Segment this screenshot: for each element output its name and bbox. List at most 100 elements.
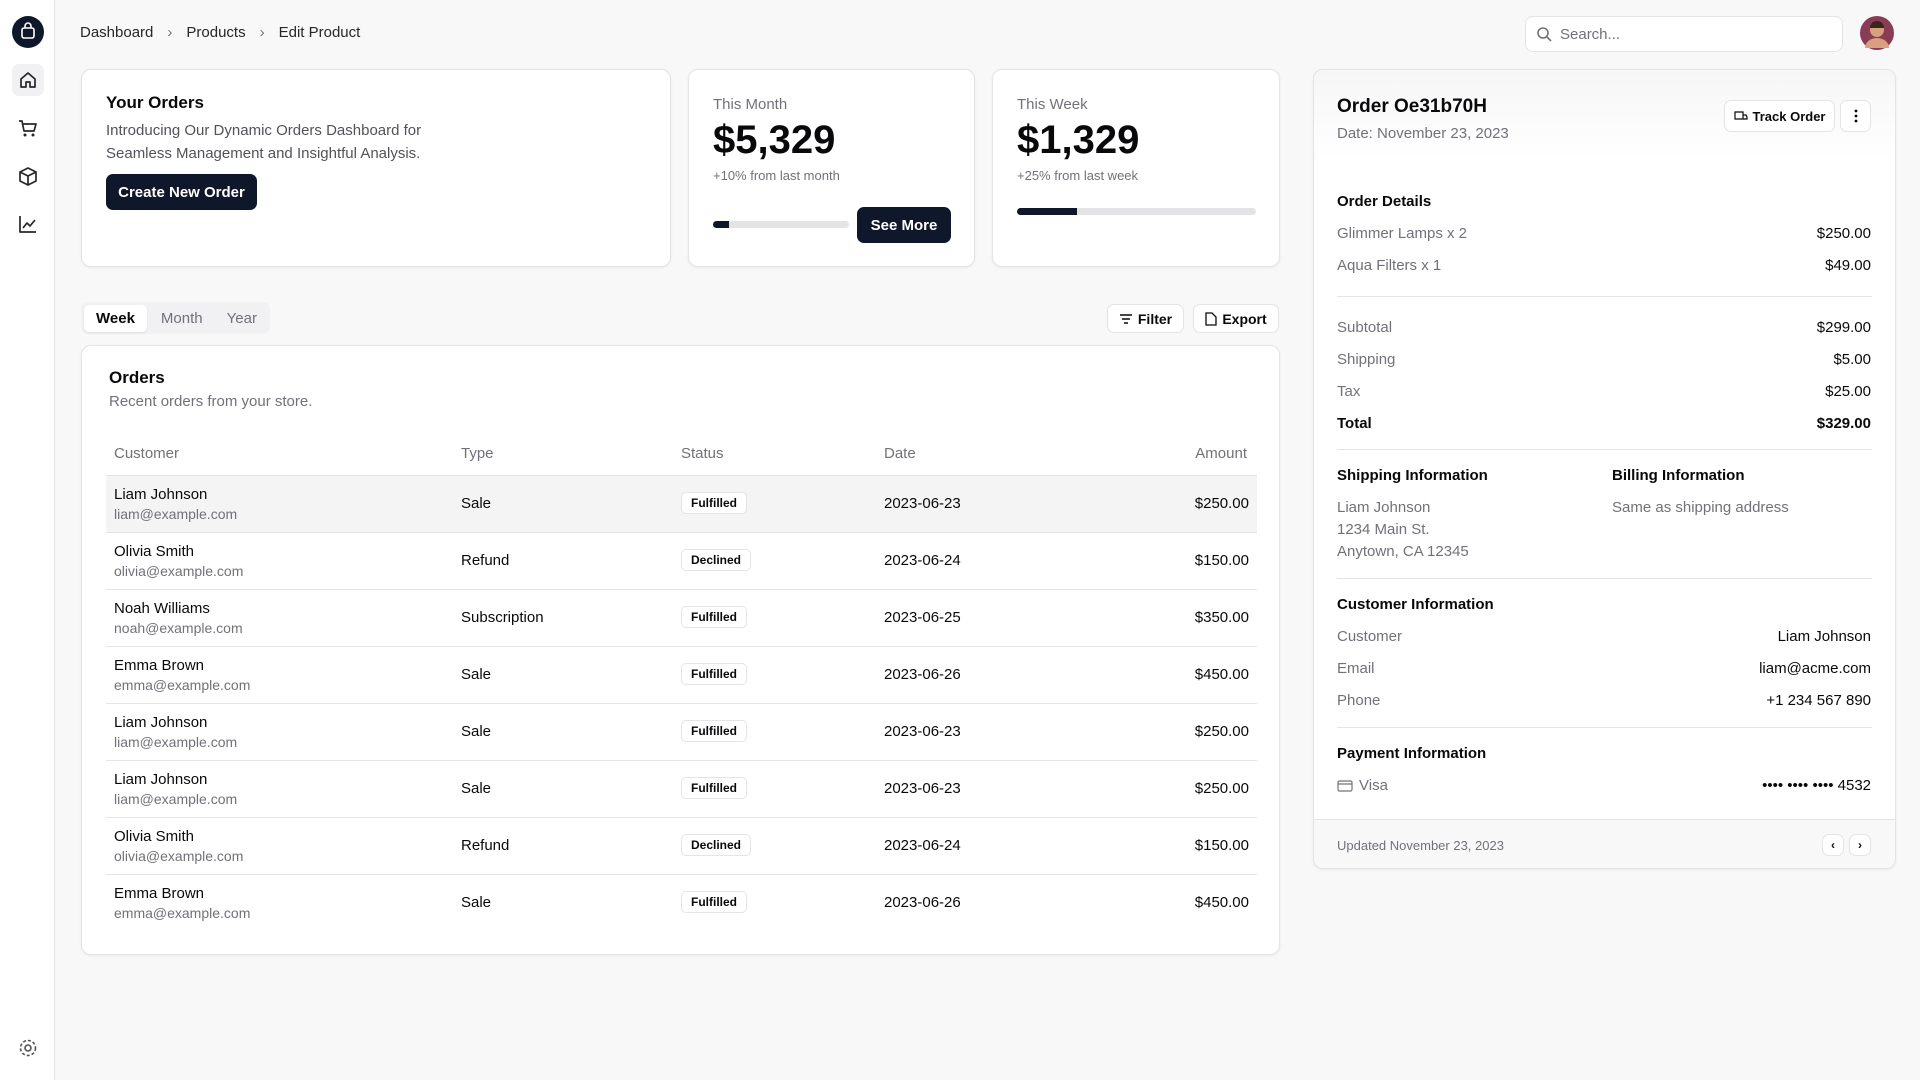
- order-date: Date: November 23, 2023: [1337, 125, 1509, 142]
- card-icon: [1337, 779, 1353, 792]
- order-date: 2023-06-24: [884, 552, 961, 569]
- column-header: Status: [681, 445, 724, 462]
- kv-value: $250.00: [1816, 225, 1871, 242]
- table-row[interactable]: Emma Brown emma@example.com Sale Fulfilled 2…: [106, 875, 1257, 932]
- customer-email: olivia@example.com: [114, 848, 244, 864]
- status-badge: Fulfilled: [681, 663, 747, 685]
- customer-email: liam@example.com: [114, 506, 238, 522]
- tab[interactable]: Year: [226, 309, 257, 327]
- customer-name: Noah Williams: [114, 600, 210, 617]
- kv-label: Phone: [1337, 692, 1381, 709]
- kv-value: $49.00: [1825, 257, 1871, 274]
- order-amount: $250.00: [1194, 495, 1249, 512]
- order-amount: $450.00: [1194, 894, 1249, 911]
- order-date: 2023-06-23: [884, 495, 961, 512]
- billing-text: Same as shipping address: [1612, 499, 1789, 516]
- order-date: 2023-06-25: [884, 609, 961, 626]
- section-heading: Order Details: [1337, 193, 1432, 210]
- kv-label: Total: [1337, 415, 1372, 432]
- see-more-button[interactable]: See More: [857, 207, 951, 243]
- breadcrumb-link[interactable]: Dashboard: [80, 24, 154, 41]
- customer-email: liam@example.com: [114, 734, 238, 750]
- customer-email: emma@example.com: [114, 677, 251, 693]
- order-amount: $250.00: [1194, 780, 1249, 797]
- export-button[interactable]: Export: [1193, 304, 1279, 333]
- payment-label: Visa: [1359, 777, 1388, 794]
- order-type: Sale: [461, 495, 492, 512]
- separator: [1337, 449, 1872, 450]
- section-heading: Payment Information: [1337, 745, 1487, 762]
- progress-track: [713, 221, 849, 228]
- breadcrumb-link[interactable]: Products: [186, 24, 246, 41]
- create-order-button[interactable]: Create New Order: [106, 174, 257, 210]
- order-amount: $350.00: [1194, 609, 1249, 626]
- kv-value: liam@acme.com: [1759, 660, 1871, 677]
- settings-icon[interactable]: [12, 1032, 44, 1064]
- order-date: 2023-06-26: [884, 666, 961, 683]
- stat-label: This Month: [713, 96, 788, 113]
- order-type: Sale: [461, 666, 492, 683]
- section-heading: Shipping Information: [1337, 467, 1488, 484]
- order-date: 2023-06-26: [884, 894, 961, 911]
- table-row[interactable]: Liam Johnson liam@example.com Sale Fulfille…: [106, 704, 1257, 761]
- card-description: Introducing Our Dynamic Orders Dashboard…: [106, 119, 421, 165]
- status-badge: Declined: [681, 834, 752, 856]
- footer-text: Updated November 23, 2023: [1337, 838, 1504, 853]
- order-amount: $450.00: [1194, 666, 1249, 683]
- table-row[interactable]: Noah Williams noah@example.com Subscriptio…: [106, 590, 1257, 647]
- truck-icon: [1733, 111, 1748, 120]
- home-icon[interactable]: [12, 64, 44, 96]
- kv-label: Glimmer Lamps x 2: [1337, 225, 1468, 242]
- search-box[interactable]: Search...: [1525, 16, 1843, 52]
- stat-label: This Week: [1017, 96, 1088, 113]
- address-line: Anytown, CA 12345: [1337, 543, 1469, 560]
- table-row[interactable]: Liam Johnson liam@example.com Sale Fulfille…: [106, 761, 1257, 818]
- search-placeholder: Search...: [1560, 25, 1621, 43]
- progress-fill: [1017, 208, 1077, 215]
- order-type: Sale: [461, 894, 492, 911]
- address-line: Liam Johnson: [1337, 499, 1431, 516]
- prev-button[interactable]: ‹: [1822, 834, 1844, 856]
- more-button[interactable]: [1840, 100, 1871, 132]
- order-date: 2023-06-23: [884, 780, 961, 797]
- order-type: Refund: [461, 552, 510, 569]
- kv-label: Tax: [1337, 383, 1361, 400]
- customer-name: Liam Johnson: [114, 714, 208, 731]
- description-line: Introducing Our Dynamic Orders Dashboard…: [106, 122, 422, 139]
- filter-button[interactable]: Filter: [1107, 304, 1184, 333]
- table-row[interactable]: Liam Johnson liam@example.com Sale Fulfille…: [106, 476, 1257, 533]
- stat-change: +25% from last week: [1017, 168, 1139, 183]
- track-order-button[interactable]: Track Order: [1724, 100, 1835, 132]
- status-badge: Declined: [681, 549, 752, 571]
- kv-value: $299.00: [1816, 319, 1871, 336]
- next-button[interactable]: ›: [1849, 834, 1871, 856]
- customer-email: emma@example.com: [114, 905, 251, 921]
- table-row[interactable]: Emma Brown emma@example.com Sale Fulfilled 2…: [106, 647, 1257, 704]
- card-title: Your Orders: [106, 93, 204, 112]
- tabs: Week Month Year: [81, 302, 270, 334]
- order-type: Sale: [461, 723, 492, 740]
- orders-card: Orders Recent orders from your store. Cu…: [81, 345, 1280, 955]
- card-number: •••• •••• •••• 4532: [1762, 777, 1871, 794]
- customer-name: Liam Johnson: [114, 486, 208, 503]
- order-date: 2023-06-23: [884, 723, 961, 740]
- tab[interactable]: Month: [160, 309, 203, 327]
- sidebar: [0, 0, 55, 1080]
- kv-label: Aqua Filters x 1: [1337, 257, 1442, 274]
- cart-icon[interactable]: [12, 112, 44, 144]
- status-badge: Fulfilled: [681, 777, 747, 799]
- payment-method: Visa: [1337, 777, 1388, 794]
- customer-email: noah@example.com: [114, 620, 243, 636]
- product-icon[interactable]: [12, 160, 44, 192]
- customer-email: olivia@example.com: [114, 563, 244, 579]
- table-row[interactable]: Olivia Smith olivia@example.com Refund Decl…: [106, 533, 1257, 590]
- file-icon: [1205, 311, 1217, 326]
- tab-active[interactable]: Week: [84, 304, 147, 332]
- avatar[interactable]: [1860, 16, 1894, 50]
- customer-name: Olivia Smith: [114, 828, 195, 845]
- stat-change: +10% from last month: [713, 168, 840, 183]
- table-row[interactable]: Olivia Smith olivia@example.com Refund Decl…: [106, 818, 1257, 875]
- analytics-icon[interactable]: [12, 208, 44, 240]
- description-line: Seamless Management and Insightful Analy…: [106, 145, 421, 162]
- logo[interactable]: [12, 16, 44, 48]
